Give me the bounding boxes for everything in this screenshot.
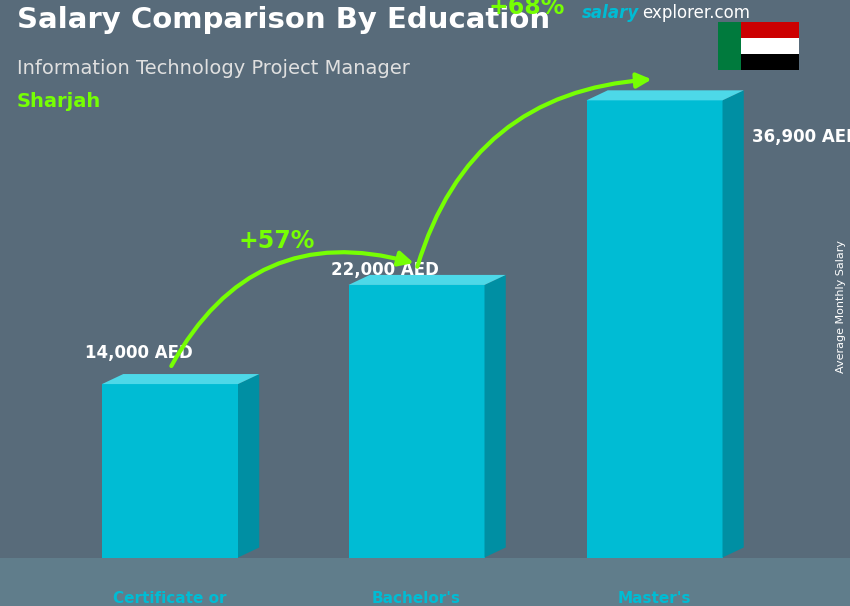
Bar	[348, 285, 484, 558]
Text: explorer.com: explorer.com	[642, 4, 750, 22]
Text: Certificate or
Diploma: Certificate or Diploma	[113, 591, 227, 606]
Polygon shape	[238, 374, 259, 558]
Text: Information Technology Project Manager: Information Technology Project Manager	[17, 59, 410, 78]
Text: +57%: +57%	[238, 229, 314, 253]
Text: 14,000 AED: 14,000 AED	[85, 344, 193, 362]
Bar	[102, 384, 238, 558]
Text: Master's
Degree: Master's Degree	[618, 591, 691, 606]
Bar	[718, 22, 799, 38]
Text: Salary Comparison By Education: Salary Comparison By Education	[17, 5, 550, 33]
Bar	[586, 101, 722, 558]
Polygon shape	[348, 275, 506, 285]
Bar	[718, 38, 799, 54]
Polygon shape	[586, 90, 744, 101]
Text: 22,000 AED: 22,000 AED	[332, 261, 439, 279]
Text: 36,900 AED: 36,900 AED	[752, 128, 850, 146]
Polygon shape	[484, 275, 506, 558]
Bar	[718, 22, 741, 70]
Text: Bachelor's
Degree: Bachelor's Degree	[372, 591, 461, 606]
Text: Sharjah: Sharjah	[17, 92, 101, 111]
Polygon shape	[722, 90, 744, 558]
Polygon shape	[102, 374, 259, 384]
Text: +68%: +68%	[489, 0, 565, 19]
Bar	[718, 54, 799, 70]
Text: salary: salary	[582, 4, 639, 22]
Text: Average Monthly Salary: Average Monthly Salary	[836, 240, 846, 373]
